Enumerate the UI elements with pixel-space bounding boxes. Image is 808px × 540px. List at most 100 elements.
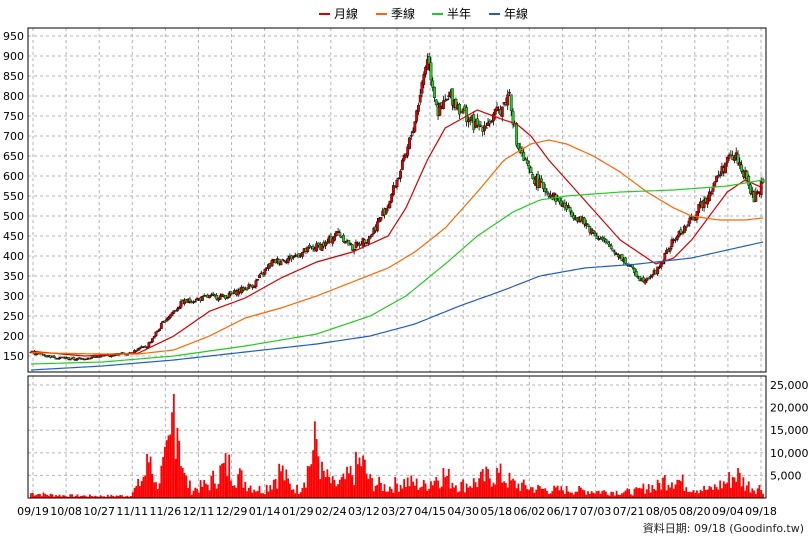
volume-bar [328, 476, 331, 498]
volume-plot-frame [27, 375, 767, 499]
volume-bar [694, 492, 697, 498]
volume-bar [176, 427, 179, 498]
candle-body [525, 160, 529, 164]
volume-bar [110, 494, 113, 498]
volume-bar [444, 477, 447, 498]
volume-bar [713, 484, 716, 498]
volume-bar [46, 494, 48, 498]
candle-body [367, 238, 370, 244]
candle-body [315, 243, 319, 252]
candle-body [236, 289, 240, 296]
volume-bars [30, 393, 764, 498]
volume-bar [756, 488, 759, 498]
candle-body [695, 211, 699, 220]
volume-tick-label: 15,000 [770, 424, 808, 437]
volume-bar [428, 488, 431, 498]
candle-body [388, 200, 392, 208]
volume-bar [685, 487, 688, 498]
volume-bar [599, 493, 602, 498]
volume-bar [149, 456, 152, 498]
volume-bar [117, 495, 120, 498]
volume-bar [419, 487, 422, 498]
volume-bar [272, 479, 275, 498]
candle-body [188, 298, 192, 302]
candle-body [331, 238, 335, 244]
volume-bar [222, 462, 225, 498]
candle-body [611, 250, 615, 252]
candle-body [154, 331, 158, 336]
candle-body [684, 226, 688, 228]
volume-bar [240, 470, 243, 498]
candle-body [370, 234, 374, 237]
volume-bar [658, 483, 661, 498]
volume-bar [326, 469, 329, 498]
date-tick-label: 08/05 [646, 505, 678, 518]
candle-body [529, 167, 533, 173]
date-tick-label: 03/27 [381, 505, 413, 518]
volume-bar [210, 475, 213, 498]
candle-body [542, 181, 545, 190]
candle-body [415, 110, 419, 122]
candle-body [397, 177, 401, 180]
candle-body [209, 294, 213, 296]
candle-body [729, 154, 733, 156]
candle-body [716, 175, 720, 177]
volume-bar [572, 494, 575, 498]
volume-bar [753, 490, 755, 498]
volume-bar [703, 485, 705, 498]
volume-bar [78, 496, 81, 498]
price-tick-label: 150 [3, 350, 24, 363]
volume-bar [683, 490, 686, 498]
volume-bar [624, 490, 627, 498]
candle-body [517, 142, 520, 150]
volume-bar [137, 479, 140, 498]
volume-bar [260, 493, 263, 498]
volume-bar [571, 492, 573, 498]
candle-body [479, 125, 483, 127]
volume-bar [72, 496, 75, 498]
candle-body [754, 191, 758, 202]
volume-bar [531, 487, 534, 498]
volume-bar [662, 477, 664, 498]
volume-bar [305, 487, 307, 498]
candle-body [411, 130, 415, 133]
volume-bar [53, 496, 56, 498]
volume-bar [294, 493, 297, 498]
volume-bar [440, 486, 443, 498]
volume-bar [724, 483, 727, 498]
price-plot-frame [27, 27, 767, 373]
legend-item-ma20: 月線 [319, 5, 358, 23]
candle-body [372, 227, 376, 234]
volume-bar [665, 490, 668, 498]
volume-bar [619, 494, 622, 498]
volume-bar [228, 454, 231, 498]
volume-bar [194, 487, 197, 498]
volume-bar [555, 487, 557, 498]
volume-bar [337, 484, 339, 498]
candle-body [156, 330, 160, 332]
volume-bar [371, 478, 373, 498]
candle-body [408, 137, 411, 149]
candle-body [424, 66, 427, 75]
candle-body [740, 164, 743, 172]
volume-bar [669, 487, 672, 498]
volume-bar [263, 494, 266, 498]
volume-bar [380, 482, 382, 498]
volume-bar [269, 485, 272, 498]
volume-bar [324, 477, 327, 498]
candle-body [229, 291, 233, 295]
candle-body [292, 256, 295, 258]
volume-bar [617, 494, 620, 498]
volume-bar [508, 472, 511, 498]
volume-bar [487, 469, 489, 498]
ma-line-季線 [30, 139, 764, 355]
candle-body [258, 274, 261, 279]
volume-bar [51, 494, 54, 498]
volume-bar [251, 492, 254, 498]
candle-body [390, 194, 394, 203]
candle-body [677, 231, 681, 237]
volume-bar [64, 495, 66, 498]
candle-body [138, 347, 142, 350]
volume-bar [271, 489, 273, 498]
volume-bar [569, 492, 572, 498]
